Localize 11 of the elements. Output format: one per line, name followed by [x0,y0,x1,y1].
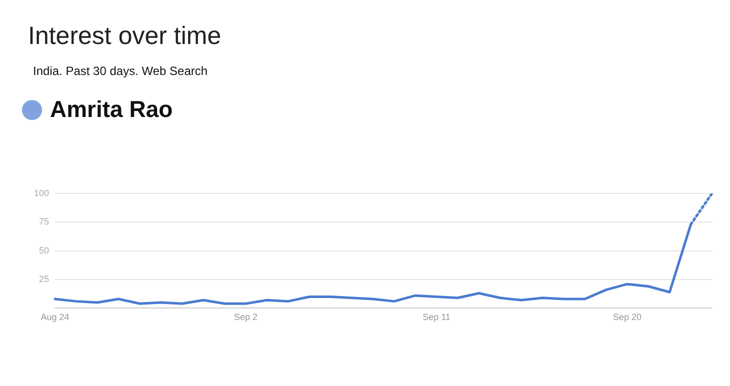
x-tick-label: Sep 2 [234,312,258,322]
y-tick-label: 50 [39,245,50,256]
y-tick-label: 75 [39,216,50,227]
y-tick-label: 100 [34,188,50,198]
chart-title: Interest over time [28,22,222,51]
y-tick-label: 25 [39,274,50,284]
legend-label: Amrita Rao [50,96,173,123]
x-tick-label: Sep 11 [422,312,450,322]
x-tick-label: Sep 20 [612,312,642,322]
x-tick-label: Aug 24 [40,312,70,322]
chart-subtitle: India. Past 30 days. Web Search [33,64,208,78]
